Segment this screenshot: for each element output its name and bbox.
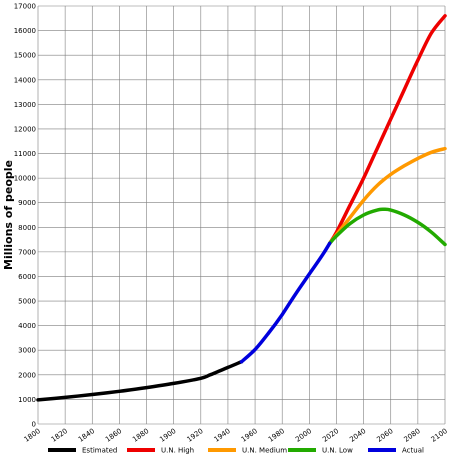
y-tick-label: 13000 xyxy=(14,101,36,109)
y-tick-label: 4000 xyxy=(18,322,36,330)
legend: Estimated U.N. High U.N. Medium U.N. Low Act… xyxy=(48,447,424,455)
legend-u-n-low-label: U.N. Low xyxy=(322,447,353,455)
series-line-estimated xyxy=(36,360,244,402)
y-axis-label: Millions of people xyxy=(2,160,15,270)
y-tick-label: 6000 xyxy=(18,273,36,281)
series-line-u-n-low xyxy=(327,207,447,247)
y-tick-label: 0 xyxy=(32,421,36,429)
series-line-u-n-high xyxy=(327,14,447,246)
y-tick-label: 7000 xyxy=(18,248,36,256)
y-tick-label: 16000 xyxy=(14,27,36,35)
y-tick-label: 14000 xyxy=(14,76,36,84)
y-tick-label: 3000 xyxy=(18,347,36,355)
series-line-actual xyxy=(239,241,332,364)
series-lines xyxy=(36,14,447,402)
y-tick-label: 17000 xyxy=(14,3,36,11)
y-tick-label: 8000 xyxy=(18,224,36,232)
y-tick-label: 11000 xyxy=(14,150,36,158)
y-tick-labels: 0 1000 2000 3000 4000 5000 6000 7000 8000 9000 100… xyxy=(14,3,36,429)
legend-u-n-medium-label: U.N. Medium xyxy=(242,447,287,455)
y-tick-label: 15000 xyxy=(14,52,36,60)
y-tick-label: 5000 xyxy=(18,298,36,306)
y-tick-label: 10000 xyxy=(14,175,36,183)
series-line-u-n-medium xyxy=(327,146,447,246)
y-tick-label: 9000 xyxy=(18,199,36,207)
y-tick-label: 2000 xyxy=(18,371,36,379)
legend-u-n-high-label: U.N. High xyxy=(161,447,194,455)
y-tick-label: 12000 xyxy=(14,125,36,133)
y-tick-label: 1000 xyxy=(18,396,36,404)
legend-actual-label: Actual xyxy=(402,447,424,455)
legend-estimated-label: Estimated xyxy=(82,447,117,455)
grid xyxy=(37,5,446,425)
